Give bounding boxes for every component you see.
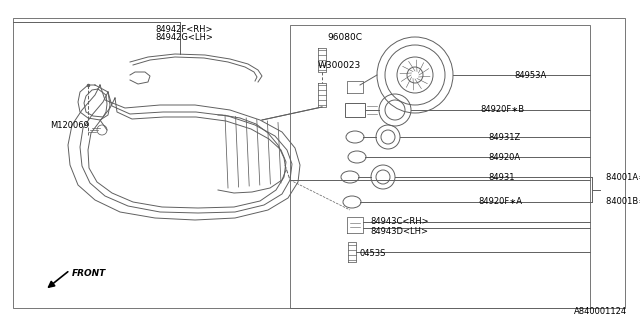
Text: 84942F<RH>: 84942F<RH>: [155, 25, 212, 34]
Text: 0453S: 0453S: [360, 249, 387, 258]
Text: W300023: W300023: [318, 60, 361, 69]
Text: 84920A: 84920A: [488, 153, 520, 162]
Text: 84942G<LH>: 84942G<LH>: [155, 34, 213, 43]
Bar: [345, 103, 365, 117]
Text: 84001B∗A <LH>: 84001B∗A <LH>: [606, 197, 640, 206]
Text: A840001124: A840001124: [574, 308, 627, 316]
Text: 84920F∗B: 84920F∗B: [480, 106, 524, 115]
Text: 84920F∗A: 84920F∗A: [478, 197, 522, 206]
Bar: [290, 180, 590, 308]
Text: 84001A∗A <RH>: 84001A∗A <RH>: [606, 172, 640, 181]
Text: 84943C<RH>: 84943C<RH>: [370, 217, 429, 226]
Text: 84943D<LH>: 84943D<LH>: [370, 227, 428, 236]
Bar: [290, 25, 590, 180]
Text: FRONT: FRONT: [72, 268, 106, 277]
Text: 96080C: 96080C: [327, 34, 362, 43]
Text: 84931: 84931: [488, 172, 515, 181]
Text: 84931Z: 84931Z: [488, 132, 520, 141]
Text: M120069: M120069: [50, 121, 89, 130]
Text: 84953A: 84953A: [514, 70, 547, 79]
